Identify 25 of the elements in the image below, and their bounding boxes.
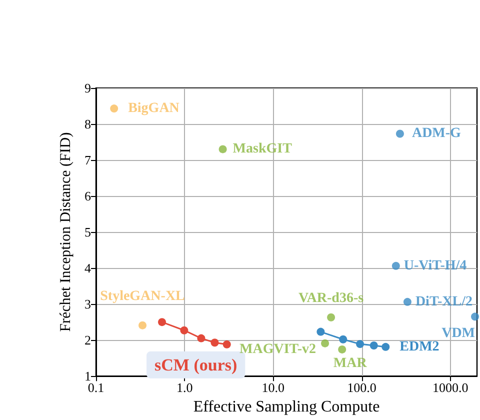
x-tick-label: 100.0 — [347, 380, 376, 396]
y-tick-label: 3 — [84, 296, 91, 312]
series-label: MaskGIT — [232, 142, 293, 157]
series-label: DiT-XL/2 — [415, 294, 473, 310]
y-tick-label: 4 — [84, 260, 92, 276]
y-tick-label: 2 — [84, 332, 91, 348]
y-tick-label: 7 — [84, 152, 92, 168]
series-label: ADM-G — [412, 126, 462, 142]
series-label: MAGVIT-v2 — [240, 342, 316, 357]
series-label: VAR-d36-s — [298, 290, 364, 306]
series-label: sCM (ours) — [154, 355, 238, 374]
y-axis-title: Fréchet Inception Distance (FID) — [58, 132, 74, 332]
x-tick-label: 10.0 — [262, 380, 285, 396]
series-label: U-ViT-H/4 — [404, 258, 467, 274]
series-label: EDM2 — [400, 339, 440, 354]
x-axis-title: Effective Sampling Compute — [193, 398, 380, 416]
y-tick-label: 8 — [84, 116, 91, 132]
y-tick-label: 9 — [84, 80, 91, 96]
x-tick-label: 1000.0 — [432, 380, 468, 396]
x-tick-label: 1.0 — [176, 380, 193, 396]
series-label: BigGAN — [128, 101, 180, 116]
series-label: MAR — [333, 356, 368, 371]
y-tick-label: 6 — [84, 188, 92, 204]
series-label: VDM — [442, 326, 476, 342]
y-tick-label: 5 — [84, 224, 91, 240]
